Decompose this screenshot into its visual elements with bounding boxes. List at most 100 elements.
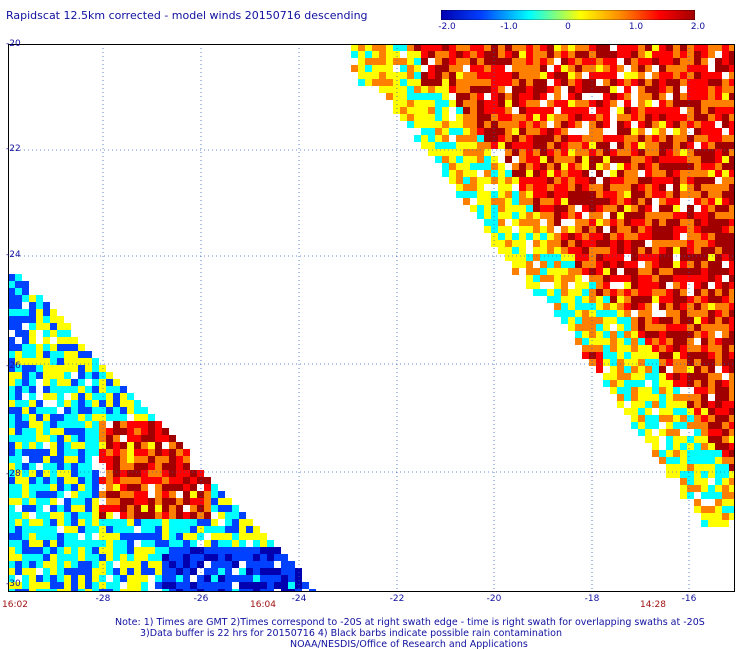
- swath-cell: [687, 352, 694, 359]
- swath-cell: [568, 65, 575, 72]
- swath-cell: [99, 421, 106, 428]
- swath-cell: [533, 219, 540, 226]
- swath-cell: [673, 219, 680, 226]
- swath-cell: [225, 561, 232, 568]
- swath-cell: [246, 547, 253, 554]
- swath-cell: [729, 58, 735, 65]
- swath-cell: [694, 331, 701, 338]
- swath-cell: [449, 44, 456, 51]
- swath-cell: [134, 449, 141, 456]
- swath-cell: [78, 421, 85, 428]
- swath-cell: [715, 499, 722, 506]
- swath-cell: [589, 352, 596, 359]
- swath-cell: [645, 394, 652, 401]
- swath-cell: [15, 477, 22, 484]
- swath-cell: [701, 65, 708, 72]
- swath-cell: [701, 79, 708, 86]
- swath-cell: [652, 86, 659, 93]
- swath-cell: [701, 366, 708, 373]
- swath-cell: [29, 421, 36, 428]
- swath-cell: [575, 226, 582, 233]
- swath-cell: [421, 100, 428, 107]
- swath-cell: [50, 456, 57, 463]
- swath-cell: [57, 400, 64, 407]
- swath-cell: [596, 58, 603, 65]
- swath-cell: [568, 233, 575, 240]
- swath-cell: [43, 540, 50, 547]
- swath-cell: [78, 540, 85, 547]
- swath-cell: [575, 121, 582, 128]
- swath-cell: [694, 275, 701, 282]
- swath-cell: [575, 275, 582, 282]
- swath-cell: [694, 282, 701, 289]
- swath-cell: [722, 93, 729, 100]
- swath-cell: [491, 100, 498, 107]
- swath-cell: [729, 338, 735, 345]
- swath-cell: [596, 100, 603, 107]
- swath-cell: [435, 114, 442, 121]
- swath-cell: [680, 275, 687, 282]
- swath-cell: [449, 142, 456, 149]
- swath-cell: [617, 345, 624, 352]
- swath-cell: [435, 156, 442, 163]
- swath-cell: [638, 345, 645, 352]
- swath-cell: [701, 506, 708, 513]
- swath-cell: [638, 317, 645, 324]
- swath-cell: [141, 435, 148, 442]
- swath-cell: [148, 533, 155, 540]
- swath-cell: [631, 170, 638, 177]
- swath-cell: [176, 582, 183, 589]
- swath-cell: [596, 142, 603, 149]
- swath-cell: [722, 282, 729, 289]
- swath-cell: [29, 365, 36, 372]
- swath-cell: [561, 65, 568, 72]
- swath-cell: [554, 289, 561, 296]
- swath-cell: [624, 359, 631, 366]
- swath-cell: [141, 554, 148, 561]
- swath-cell: [624, 114, 631, 121]
- swath-cell: [680, 212, 687, 219]
- swath-cell: [715, 457, 722, 464]
- swath-cell: [687, 233, 694, 240]
- swath-cell: [582, 86, 589, 93]
- swath-cell: [498, 205, 505, 212]
- swath-cell: [50, 323, 57, 330]
- swath-cell: [169, 561, 176, 568]
- swath-cell: [631, 163, 638, 170]
- swath-cell: [113, 400, 120, 407]
- lat-label: -24: [6, 250, 21, 260]
- swath-cell: [596, 282, 603, 289]
- swath-cell: [729, 478, 735, 485]
- swath-cell: [561, 79, 568, 86]
- swath-cell: [568, 170, 575, 177]
- swath-cell: [29, 337, 36, 344]
- swath-cell: [64, 442, 71, 449]
- swath-cell: [183, 526, 190, 533]
- swath-cell: [526, 93, 533, 100]
- swath-cell: [92, 379, 99, 386]
- swath-cell: [442, 135, 449, 142]
- swath-cell: [155, 484, 162, 491]
- swath-cell: [596, 324, 603, 331]
- swath-cell: [729, 212, 735, 219]
- swath-cell: [141, 533, 148, 540]
- swath-cell: [463, 156, 470, 163]
- swath-cell: [701, 191, 708, 198]
- swath-cell: [477, 198, 484, 205]
- swath-cell: [666, 387, 673, 394]
- swath-cell: [673, 464, 680, 471]
- swath-cell: [645, 247, 652, 254]
- swath-cell: [484, 198, 491, 205]
- swath-cell: [470, 142, 477, 149]
- swath-cell: [8, 358, 15, 365]
- swath-cell: [701, 317, 708, 324]
- swath-cell: [211, 519, 218, 526]
- swath-cell: [512, 44, 519, 51]
- swath-cell: [64, 358, 71, 365]
- swath-cell: [533, 72, 540, 79]
- swath-cell: [505, 149, 512, 156]
- swath-cell: [386, 93, 393, 100]
- swath-cell: [582, 219, 589, 226]
- swath-cell: [106, 470, 113, 477]
- swath-cell: [617, 212, 624, 219]
